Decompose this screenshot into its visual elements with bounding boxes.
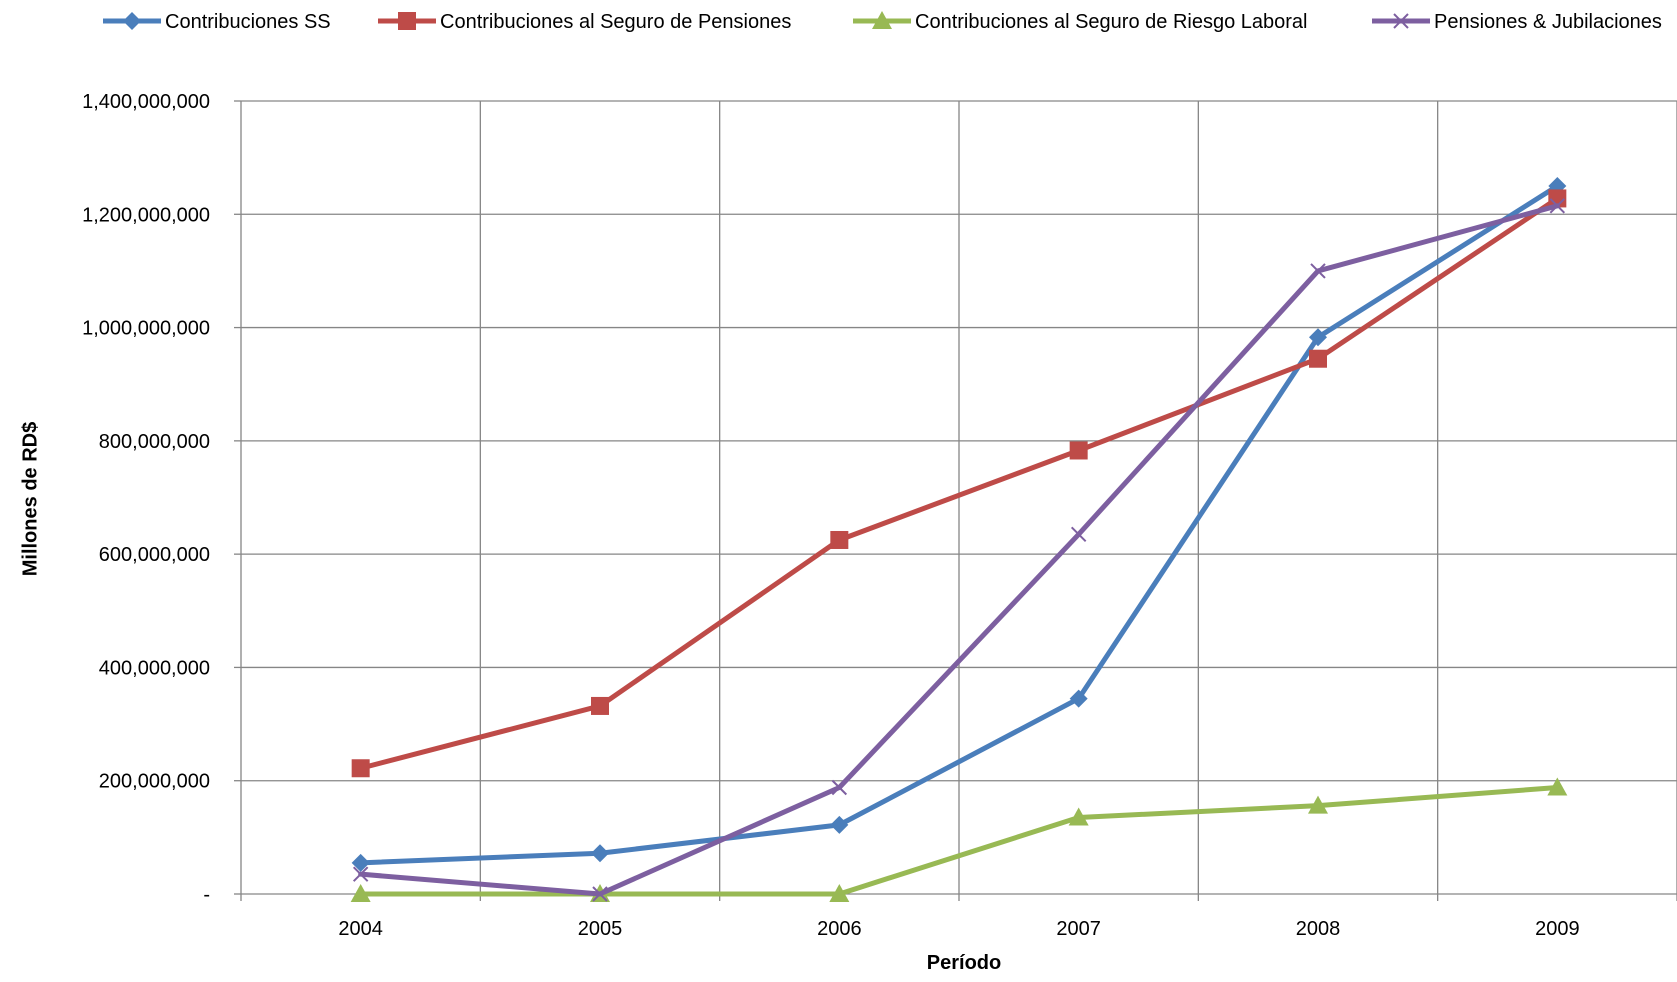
data-point [1310,263,1326,279]
x-axis-ticks: 2004 2005 2006 2007 2008 2009 [338,918,1579,940]
data-point-stroke [1549,198,1566,214]
legend-marker [872,11,892,29]
data-point [829,884,850,902]
y-tick-label: 200,000,000 [99,771,210,793]
data-point [351,853,370,872]
x-tick-label: 2009 [1535,918,1580,940]
data-point [592,886,608,902]
legend-item-2: Contribuciones al Seguro de Riesgo Labor… [853,11,1307,33]
legend-marker [1393,13,1409,29]
data-point [1308,795,1328,814]
data-point [351,759,370,778]
series-line [358,183,1560,866]
series-lines [350,176,1568,902]
data-point [1548,189,1567,208]
data-point [350,884,371,902]
data-point-stroke [1070,526,1087,543]
data-point [1309,328,1327,347]
series-3 [352,198,1566,902]
data-point [830,815,849,834]
series-line [358,195,1560,771]
data-point [1069,441,1088,460]
data-point-stroke [352,866,369,882]
x-tick-label: 2008 [1296,918,1341,940]
y-tick-label: 600,000,000 [99,544,210,566]
legend-item-1: Contribuciones al Seguro de Pensiones [378,11,791,33]
legend: Contribuciones SS Contribuciones al Segur… [103,11,1662,33]
data-point [591,696,609,715]
x-tick-label: 2005 [578,918,623,940]
legend-label: Contribuciones SS [165,11,331,33]
series-line [358,203,1560,897]
data-point [1549,198,1566,214]
y-tick-label: 1,000,000,000 [82,318,210,340]
legend-item-3: Pensiones & Jubilaciones [1372,11,1662,33]
data-point [352,866,369,882]
y-tick-label: 400,000,000 [99,657,210,679]
y-tick-label: - [203,884,210,906]
series-1 [351,189,1567,778]
data-point-stroke [831,779,848,796]
legend-item-0: Contribuciones SS [103,11,331,33]
legend-label: Pensiones & Jubilaciones [1434,11,1662,33]
y-axis-ticks: - 200,000,000 400,000,000 600,000,000 800,00… [82,91,210,906]
x-tick-label: 2006 [817,918,862,940]
data-point [1069,689,1088,708]
legend-label: Contribuciones al Seguro de Riesgo Labor… [915,11,1307,33]
y-tick-label: 800,000,000 [99,431,210,453]
legend-marker [398,12,416,30]
y-tick-label: 1,200,000,000 [82,204,210,226]
legend-marker [123,12,141,30]
gridlines [234,100,1677,901]
series-line [358,785,1560,897]
data-point-stroke [592,886,608,902]
x-tick-label: 2004 [338,918,383,940]
data-point [1547,777,1568,796]
legend-marker-stroke [1393,13,1409,29]
data-point [1070,526,1087,543]
x-tick-label: 2007 [1056,918,1101,940]
data-point [830,530,849,549]
legend-label: Contribuciones al Seguro de Pensiones [440,11,791,33]
data-point [1309,349,1327,368]
x-axis-title: Período [927,952,1001,974]
series-2 [350,777,1568,902]
y-axis-title: Millones de RD$ [19,422,41,576]
data-point [1068,807,1089,826]
data-point [591,844,609,863]
data-point [831,779,848,796]
y-tick-label: 1,400,000,000 [82,91,210,113]
data-point-stroke [1310,263,1326,279]
